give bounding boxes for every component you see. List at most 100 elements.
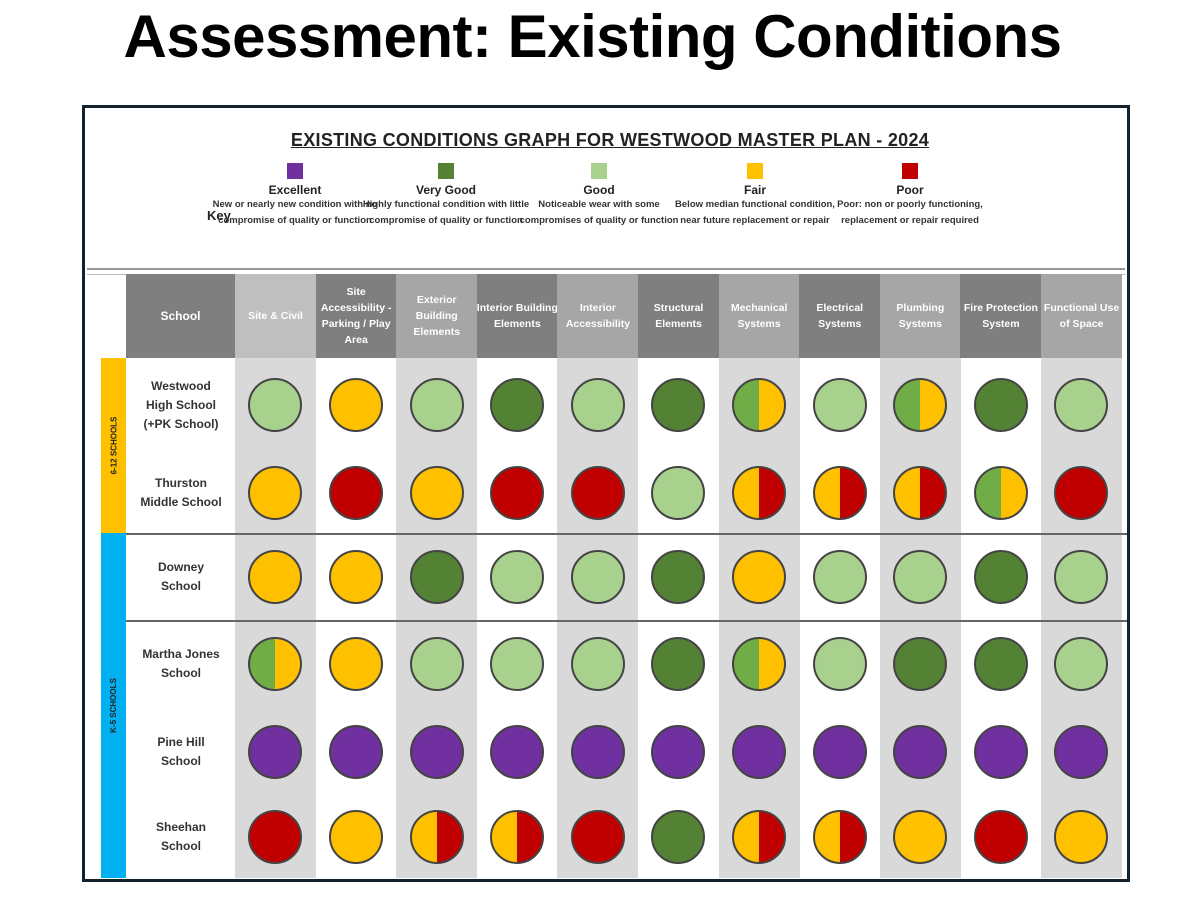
- column-header: Mechanical Systems: [718, 274, 800, 358]
- rating-circle: [731, 549, 786, 604]
- key-item-fair: Fair Below median functional condition, n…: [670, 163, 840, 229]
- school-name: Sheehan School: [155, 820, 206, 853]
- column-header-school: School: [126, 274, 235, 358]
- rating-circle: [409, 637, 464, 691]
- column-shading: [396, 358, 478, 878]
- rating-circle: [248, 465, 303, 520]
- rating-circle: [1054, 549, 1109, 604]
- rating-circle: [812, 810, 867, 864]
- rating-circle: [812, 378, 867, 432]
- school-name: Downey School: [157, 559, 204, 593]
- rating-circle: [570, 465, 625, 520]
- column-header: Interior Accessibility: [557, 274, 639, 358]
- rating-circle: [409, 810, 464, 864]
- rating-circle: [409, 465, 464, 520]
- rating-circle: [570, 637, 625, 691]
- rating-circle: [409, 549, 464, 604]
- rating-circle: [812, 637, 867, 691]
- rating-circle: [973, 810, 1028, 864]
- key-item-very-good: Very Good Highly functional condition wit…: [361, 163, 531, 229]
- column-shading: [879, 358, 961, 878]
- rating-circle: [812, 725, 867, 779]
- rating-circle: [570, 378, 625, 432]
- rating-circle: [893, 810, 948, 864]
- key-description: Below median functional condition, near …: [675, 199, 835, 226]
- rating-circle: [651, 725, 706, 779]
- column-header: Site Accessibility -Parking / Play Area: [315, 274, 397, 358]
- rating-circle: [893, 637, 948, 691]
- rating-circle: [973, 725, 1028, 779]
- rating-circle: [893, 465, 948, 520]
- column-shading: [557, 358, 639, 878]
- rating-circle: [651, 465, 706, 520]
- rating-circle: [973, 549, 1028, 604]
- rating-circle: [328, 637, 383, 691]
- rating-circle: [973, 378, 1028, 432]
- column-header: Fire Protection System: [960, 274, 1042, 358]
- school-name: Martha Jones School: [142, 647, 220, 680]
- rating-circle: [490, 725, 545, 779]
- rating-circle: [248, 637, 303, 691]
- rating-circle: [490, 378, 545, 432]
- rating-circle: [893, 725, 948, 779]
- rating-circle: [651, 637, 706, 691]
- key-description: Noticeable wear with some compromises of…: [519, 199, 679, 226]
- rating-circle: [328, 810, 383, 864]
- rating-circle: [1054, 378, 1109, 432]
- conditions-graph: EXISTING CONDITIONS GRAPH FOR WESTWOOD M…: [82, 105, 1130, 882]
- rating-circle: [973, 465, 1028, 520]
- rating-circle: [893, 549, 948, 604]
- rating-circle: [248, 549, 303, 604]
- color-swatch: [747, 163, 763, 179]
- group-band-6-12: 6-12 SCHOOLS: [101, 358, 126, 533]
- column-shading: [1041, 358, 1123, 878]
- color-swatch: [902, 163, 918, 179]
- color-swatch: [287, 163, 303, 179]
- rating-circle: [328, 465, 383, 520]
- graph-title: EXISTING CONDITIONS GRAPH FOR WESTWOOD M…: [290, 130, 930, 150]
- key-name: Excellent: [268, 183, 322, 197]
- group-label: 6-12 SCHOOLS: [109, 416, 119, 475]
- rating-circle: [731, 378, 786, 432]
- key-name: Poor: [896, 183, 924, 197]
- color-swatch: [591, 163, 607, 179]
- column-header: Electrical Systems: [799, 274, 881, 358]
- column-header: Plumbing Systems: [879, 274, 961, 358]
- key-name: Very Good: [415, 183, 477, 197]
- rating-circle: [893, 378, 948, 432]
- key-description: Highly functional condition with little …: [362, 199, 530, 226]
- column-header: Interior Building Elements: [476, 274, 558, 358]
- key-description: New or nearly new condition with no comp…: [212, 199, 378, 226]
- rating-circle: [731, 637, 786, 691]
- rating-circle: [490, 637, 545, 691]
- rating-circle: [651, 378, 706, 432]
- rating-circle: [328, 549, 383, 604]
- school-name: Westwood High School (+PK School): [143, 378, 219, 431]
- color-swatch: [438, 163, 454, 179]
- rating-circle: [651, 810, 706, 864]
- rating-circle: [490, 549, 545, 604]
- key-description: Poor: non or poorly functioning, replace…: [837, 199, 983, 226]
- rating-circle: [248, 810, 303, 864]
- rating-circle: [328, 725, 383, 779]
- rating-circle: [812, 549, 867, 604]
- rating-circle: [731, 725, 786, 779]
- rating-circle: [651, 549, 706, 604]
- row-divider: [126, 620, 1127, 622]
- column-shading: [718, 358, 800, 878]
- column-header: Structural Elements: [638, 274, 720, 358]
- rating-circle: [409, 378, 464, 432]
- rating-circle: [1054, 637, 1109, 691]
- rating-circle: [248, 378, 303, 432]
- rating-circle: [731, 465, 786, 520]
- column-shading: [235, 358, 317, 878]
- key-name: Fair: [743, 183, 766, 197]
- key-item-poor: Poor Poor: non or poorly functioning, rep…: [825, 163, 995, 229]
- key-name: Good: [583, 183, 615, 197]
- rating-circle: [570, 549, 625, 604]
- column-header: Site & Civil: [235, 274, 317, 358]
- school-name: Thurston Middle School: [140, 475, 222, 509]
- group-band-k-5: K-5 SCHOOLS: [101, 533, 126, 878]
- key-item-good: Good Noticeable wear with some compromise…: [514, 163, 684, 229]
- rating-circle: [812, 465, 867, 520]
